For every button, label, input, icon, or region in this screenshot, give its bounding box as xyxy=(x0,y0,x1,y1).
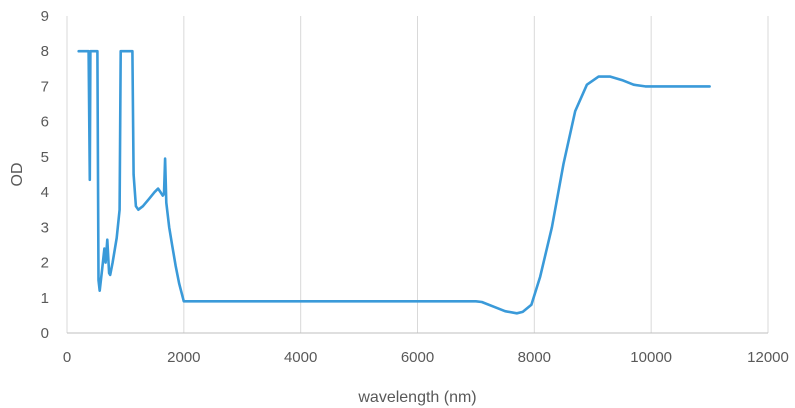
tick-labels: 0 2000 4000 6000 8000 10000 12000 0 1 2 3 4 5 6 7 8 9 xyxy=(41,8,789,366)
x-tick-label: 10000 xyxy=(630,349,672,366)
y-tick-label: 6 xyxy=(41,114,49,131)
x-axis-title: wavelength (nm) xyxy=(357,389,476,406)
gridlines xyxy=(66,16,769,333)
series-line xyxy=(77,49,711,315)
y-tick-label: 0 xyxy=(41,325,49,342)
x-tick-label: 8000 xyxy=(518,349,551,366)
y-tick-label: 2 xyxy=(41,255,49,272)
x-tick-label: 12000 xyxy=(747,349,789,366)
y-tick-label: 9 xyxy=(41,8,49,25)
x-tick-label: 6000 xyxy=(401,349,434,366)
y-tick-label: 5 xyxy=(41,149,49,166)
y-tick-label: 3 xyxy=(41,219,49,236)
x-tick-label: 2000 xyxy=(167,349,200,366)
series-layer xyxy=(77,49,711,315)
y-tick-label: 7 xyxy=(41,78,49,95)
x-tick-label: 4000 xyxy=(284,349,317,366)
x-tick-label: 0 xyxy=(63,349,71,366)
y-tick-label: 8 xyxy=(41,43,49,60)
y-axis-title: OD xyxy=(9,163,26,187)
y-tick-label: 4 xyxy=(41,184,49,201)
y-tick-label: 1 xyxy=(41,290,49,307)
